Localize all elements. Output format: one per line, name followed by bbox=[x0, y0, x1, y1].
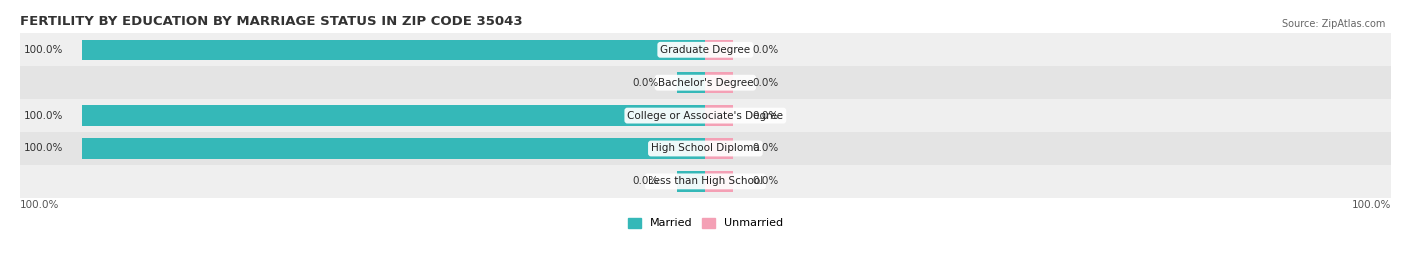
Bar bbox=[678, 171, 706, 192]
Text: Graduate Degree: Graduate Degree bbox=[661, 45, 751, 55]
Bar bbox=[20, 165, 1391, 198]
Bar bbox=[20, 99, 1391, 132]
Bar bbox=[20, 66, 1391, 99]
Legend: Married, Unmarried: Married, Unmarried bbox=[628, 218, 783, 228]
Bar bbox=[706, 40, 734, 60]
Text: 0.0%: 0.0% bbox=[752, 45, 779, 55]
Text: 100.0%: 100.0% bbox=[1351, 200, 1391, 210]
Text: High School Diploma: High School Diploma bbox=[651, 143, 759, 154]
Text: 0.0%: 0.0% bbox=[752, 176, 779, 186]
Text: 100.0%: 100.0% bbox=[24, 143, 63, 154]
Text: Source: ZipAtlas.com: Source: ZipAtlas.com bbox=[1281, 19, 1385, 29]
Bar bbox=[82, 40, 706, 60]
Bar bbox=[678, 72, 706, 93]
Text: 100.0%: 100.0% bbox=[24, 45, 63, 55]
Text: FERTILITY BY EDUCATION BY MARRIAGE STATUS IN ZIP CODE 35043: FERTILITY BY EDUCATION BY MARRIAGE STATU… bbox=[20, 15, 523, 28]
Bar bbox=[82, 138, 706, 159]
Text: Less than High School: Less than High School bbox=[648, 176, 763, 186]
Bar bbox=[20, 132, 1391, 165]
Text: 0.0%: 0.0% bbox=[633, 176, 658, 186]
Bar bbox=[706, 72, 734, 93]
Text: 0.0%: 0.0% bbox=[752, 143, 779, 154]
Text: 0.0%: 0.0% bbox=[633, 78, 658, 88]
Text: College or Associate's Degree: College or Associate's Degree bbox=[627, 111, 783, 121]
Bar bbox=[706, 138, 734, 159]
Text: 0.0%: 0.0% bbox=[752, 78, 779, 88]
Bar bbox=[706, 105, 734, 126]
Text: 100.0%: 100.0% bbox=[20, 200, 59, 210]
Text: 100.0%: 100.0% bbox=[24, 111, 63, 121]
Text: 0.0%: 0.0% bbox=[752, 111, 779, 121]
Bar bbox=[82, 105, 706, 126]
Text: Bachelor's Degree: Bachelor's Degree bbox=[658, 78, 754, 88]
Bar bbox=[20, 33, 1391, 66]
Bar bbox=[706, 171, 734, 192]
